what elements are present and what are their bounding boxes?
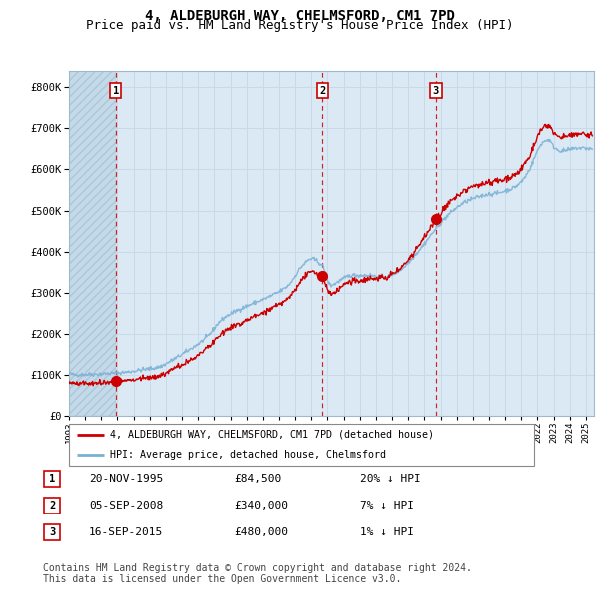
FancyBboxPatch shape (44, 525, 60, 540)
Text: 20-NOV-1995: 20-NOV-1995 (89, 474, 163, 484)
Text: 2: 2 (319, 86, 325, 96)
FancyBboxPatch shape (44, 471, 60, 487)
Text: £340,000: £340,000 (234, 501, 288, 510)
Text: 4, ALDEBURGH WAY, CHELMSFORD, CM1 7PD: 4, ALDEBURGH WAY, CHELMSFORD, CM1 7PD (145, 9, 455, 23)
Text: £480,000: £480,000 (234, 527, 288, 537)
Text: Price paid vs. HM Land Registry's House Price Index (HPI): Price paid vs. HM Land Registry's House … (86, 19, 514, 32)
Bar (69, 71, 116, 416)
Text: 05-SEP-2008: 05-SEP-2008 (89, 501, 163, 510)
Text: £84,500: £84,500 (234, 474, 281, 484)
Text: 3: 3 (49, 527, 55, 537)
Text: 7% ↓ HPI: 7% ↓ HPI (360, 501, 414, 510)
FancyBboxPatch shape (44, 498, 60, 513)
FancyBboxPatch shape (69, 424, 534, 466)
Text: 1% ↓ HPI: 1% ↓ HPI (360, 527, 414, 537)
Text: Contains HM Land Registry data © Crown copyright and database right 2024.: Contains HM Land Registry data © Crown c… (43, 563, 472, 573)
Text: HPI: Average price, detached house, Chelmsford: HPI: Average price, detached house, Chel… (110, 450, 386, 460)
Text: 1: 1 (113, 86, 119, 96)
Text: 1: 1 (49, 474, 55, 484)
Text: 2: 2 (49, 501, 55, 510)
Text: 3: 3 (433, 86, 439, 96)
Text: 20% ↓ HPI: 20% ↓ HPI (360, 474, 421, 484)
Text: 4, ALDEBURGH WAY, CHELMSFORD, CM1 7PD (detached house): 4, ALDEBURGH WAY, CHELMSFORD, CM1 7PD (d… (110, 430, 434, 440)
Text: This data is licensed under the Open Government Licence v3.0.: This data is licensed under the Open Gov… (43, 574, 401, 584)
Text: 16-SEP-2015: 16-SEP-2015 (89, 527, 163, 537)
